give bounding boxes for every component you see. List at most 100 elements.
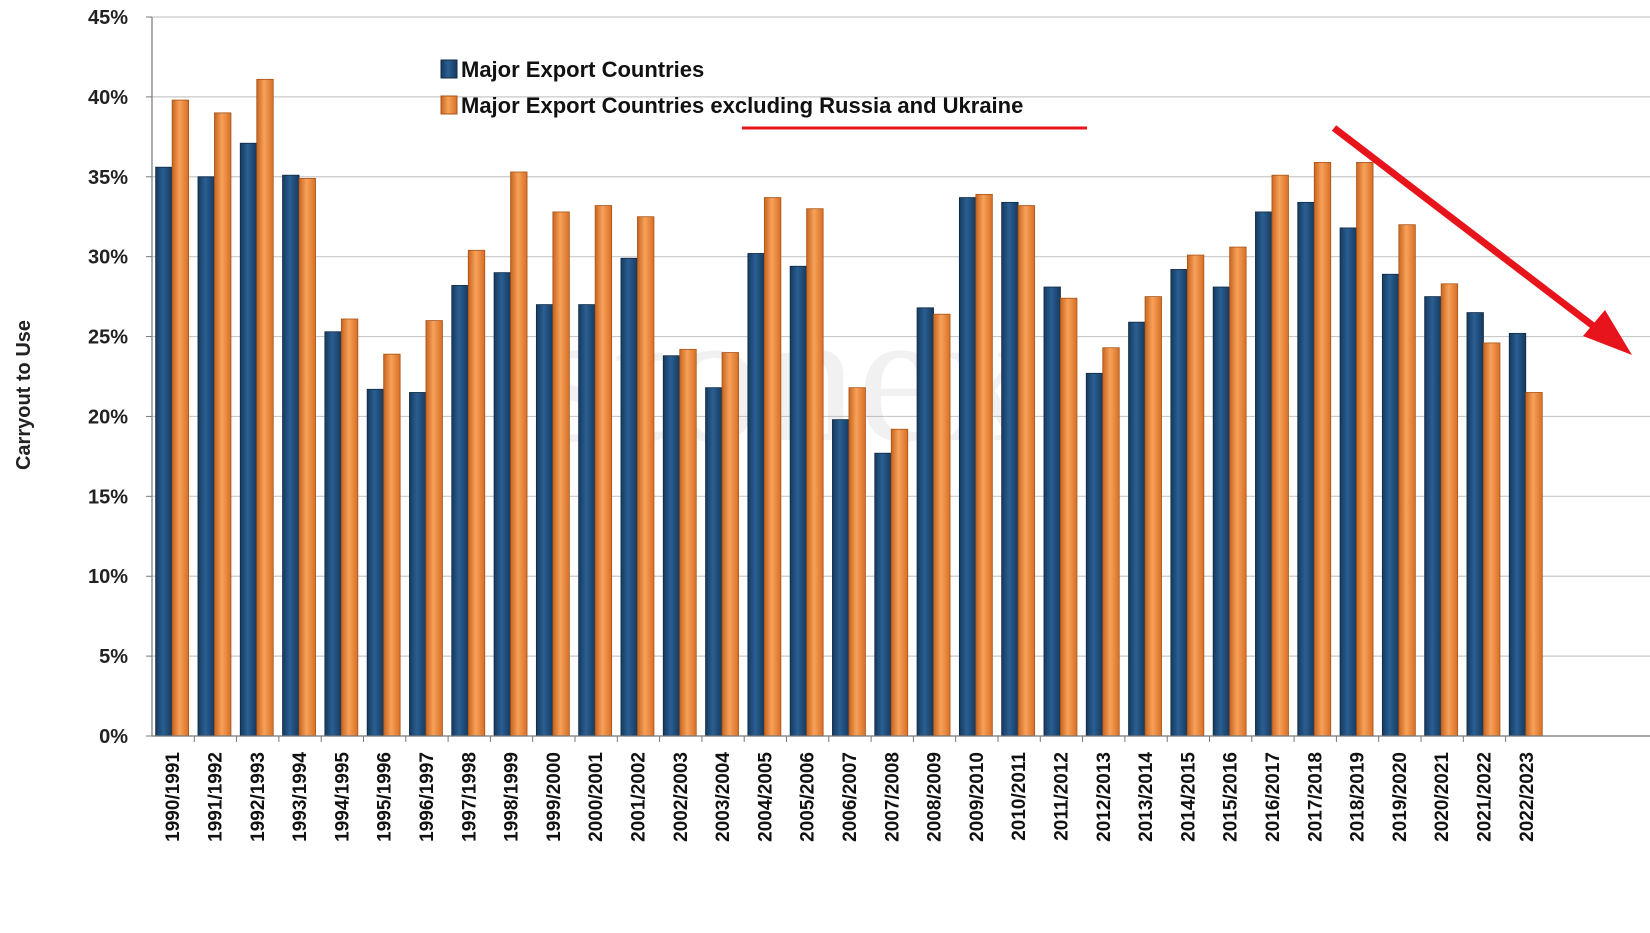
bar-excluding-russia-ukraine <box>256 78 274 737</box>
x-tick-label: 2013/2014 <box>1136 752 1157 842</box>
bar-major-export <box>1255 211 1273 737</box>
bar-major-export <box>155 166 173 737</box>
legend-swatch-major-export <box>440 59 458 79</box>
bar-major-export <box>409 392 427 737</box>
bar-excluding-russia-ukraine <box>806 208 824 737</box>
y-tick-label: 0% <box>99 726 128 748</box>
x-tick-label: 2020/2021 <box>1432 752 1453 842</box>
bar-major-export <box>1424 296 1442 737</box>
x-tick-label: 2012/2013 <box>1094 752 1115 842</box>
bar-major-export <box>832 419 850 737</box>
gridlines <box>152 16 1650 657</box>
bar-major-export <box>324 331 342 737</box>
bar-major-export <box>958 197 977 737</box>
bar-excluding-russia-ukraine <box>1144 296 1162 737</box>
y-tick-label: 40% <box>88 87 128 109</box>
x-tick-label: 2003/2004 <box>713 752 734 842</box>
x-tick-label: 2022/2023 <box>1517 752 1538 842</box>
x-tick-label: 1994/1995 <box>332 752 353 842</box>
x-tick-label: 1993/1994 <box>290 752 311 842</box>
bar-excluding-russia-ukraine <box>1440 283 1459 737</box>
legend-swatch-excluding-russia-ukraine <box>440 95 458 115</box>
bar-excluding-russia-ukraine <box>425 320 443 737</box>
bar-major-export <box>578 304 596 737</box>
bar-excluding-russia-ukraine <box>721 352 739 737</box>
bar-major-export <box>1508 332 1527 737</box>
y-tick-label: 5% <box>99 646 128 668</box>
bar-excluding-russia-ukraine <box>214 112 232 737</box>
x-tick-label: 1990/1991 <box>163 752 184 842</box>
x-tick-label: 2010/2011 <box>1009 752 1030 841</box>
red-arrow-shaft <box>1331 125 1608 338</box>
bar-excluding-russia-ukraine <box>1483 342 1501 737</box>
x-tick-label: 2001/2002 <box>628 752 649 842</box>
axes: 0% 5% 10% 15% 20% 25% 30% 35% 40% 45% 1990/1991 199… <box>88 7 1650 842</box>
y-axis-label: Carryout to Use <box>13 320 35 470</box>
bar-excluding-russia-ukraine <box>552 211 570 737</box>
bar-excluding-russia-ukraine <box>1271 174 1289 737</box>
x-tick-label: 2018/2019 <box>1348 752 1369 842</box>
bar-major-export <box>705 387 723 737</box>
x-tick-label: 2016/2017 <box>1263 752 1284 842</box>
x-tick-label: 1996/1997 <box>417 752 438 842</box>
bar-major-export <box>1085 372 1104 737</box>
bar-excluding-russia-ukraine <box>467 249 486 737</box>
bar-excluding-russia-ukraine <box>1398 224 1416 737</box>
x-tick-label: 2019/2020 <box>1390 752 1411 842</box>
bar-excluding-russia-ukraine <box>1102 347 1120 737</box>
bar-major-export <box>366 388 385 737</box>
bar-major-export <box>1466 312 1484 737</box>
bar-excluding-russia-ukraine <box>679 348 697 737</box>
bar-excluding-russia-ukraine <box>340 318 359 737</box>
legend-label-major-export: Major Export Countries <box>461 57 704 82</box>
x-tick-label: 1997/1998 <box>459 752 480 842</box>
y-tick-label: 35% <box>88 167 128 189</box>
bar-excluding-russia-ukraine <box>1060 297 1078 737</box>
bar-excluding-russia-ukraine <box>298 177 316 737</box>
bar-major-export <box>493 272 511 737</box>
bar-major-export <box>451 285 469 737</box>
bar-excluding-russia-ukraine <box>383 353 401 737</box>
bar-major-export <box>662 355 681 737</box>
bar-excluding-russia-ukraine <box>1229 246 1247 737</box>
bar-excluding-russia-ukraine <box>1186 254 1205 737</box>
annotations <box>742 125 1632 355</box>
bar-major-export <box>1170 269 1188 737</box>
x-tick-label: 2005/2006 <box>798 752 819 842</box>
bar-major-export <box>535 304 554 737</box>
bar-excluding-russia-ukraine <box>1525 392 1543 737</box>
x-tick-label: 1999/2000 <box>544 752 565 842</box>
bar-major-export <box>1381 273 1400 737</box>
bar-excluding-russia-ukraine <box>637 216 655 737</box>
legend: Major Export Countries Major Export Coun… <box>440 57 1023 118</box>
x-tick-label: 2004/2005 <box>755 752 776 842</box>
bar-excluding-russia-ukraine <box>890 428 909 737</box>
y-tick-label: 45% <box>88 7 128 29</box>
bar-excluding-russia-ukraine <box>1356 161 1374 737</box>
x-tick-label: 1992/1993 <box>248 752 269 842</box>
bar-excluding-russia-ukraine <box>848 387 866 737</box>
bar-major-export <box>620 257 638 737</box>
bar-major-export <box>1339 227 1357 737</box>
bar-major-export <box>1297 201 1315 737</box>
x-tick-label: 1998/1999 <box>502 752 523 842</box>
bar-major-export <box>874 452 892 737</box>
bar-excluding-russia-ukraine <box>1017 205 1036 737</box>
x-tick-label: 1991/1992 <box>205 752 226 842</box>
bar-major-export <box>197 176 215 737</box>
x-tick-label: 2011/2012 <box>1051 752 1072 841</box>
x-tick-label: 2006/2007 <box>840 752 861 842</box>
bars <box>155 78 1543 737</box>
y-tick-label: 25% <box>88 327 128 349</box>
bar-major-export <box>1043 286 1061 737</box>
x-tick-label: 2002/2003 <box>671 752 692 842</box>
bar-excluding-russia-ukraine <box>510 171 528 737</box>
bar-major-export <box>789 265 808 737</box>
x-tick-label: 2000/2001 <box>586 752 607 842</box>
x-tick-label: 2008/2009 <box>925 752 946 842</box>
x-tick-label: 2014/2015 <box>1178 752 1199 842</box>
x-tick-label: 2007/2008 <box>882 752 903 842</box>
x-tick-label: 2021/2022 <box>1474 752 1495 842</box>
